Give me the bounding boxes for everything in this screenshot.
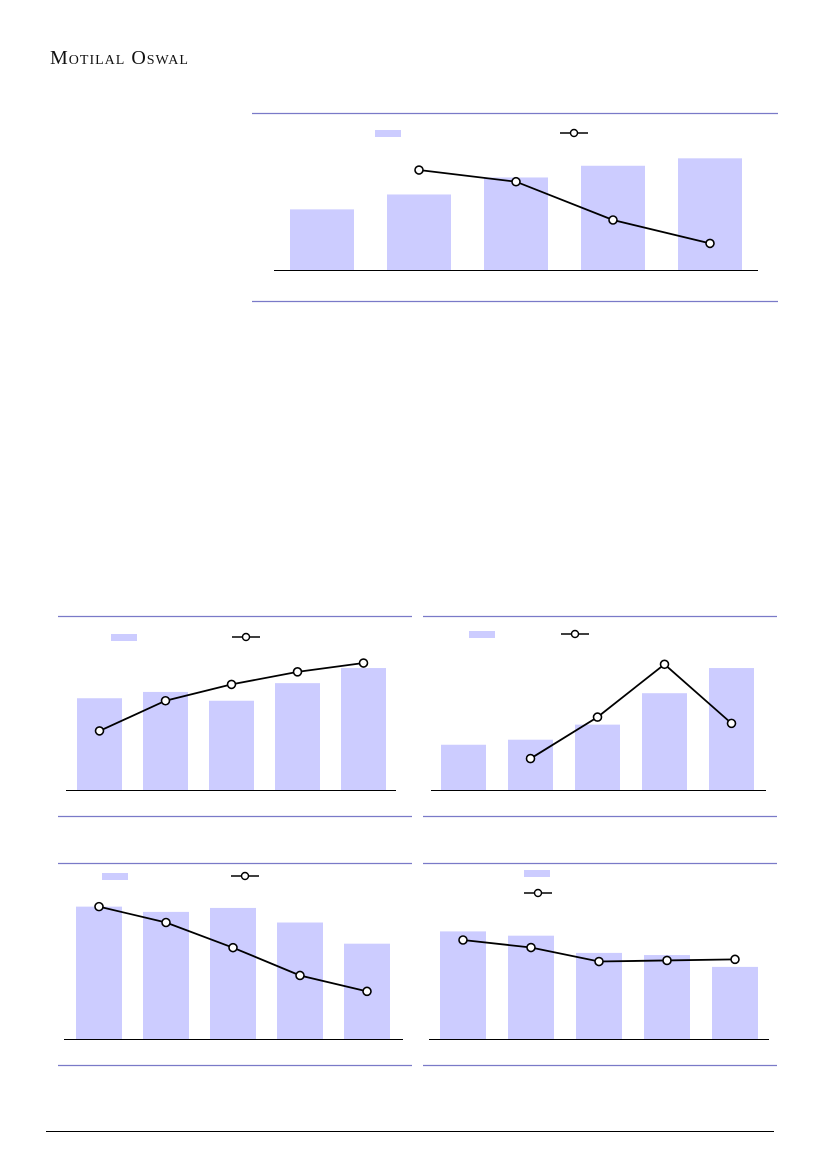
bar-4 — [678, 158, 742, 270]
chart-middle-right — [423, 615, 777, 818]
legend-bar-swatch — [524, 870, 550, 877]
line-point-2 — [511, 176, 521, 187]
bar-1 — [387, 194, 451, 270]
legend-bar-swatch — [102, 873, 128, 880]
bar-0 — [441, 744, 486, 790]
line-point-3 — [659, 659, 670, 670]
bar-3 — [642, 693, 687, 790]
bar-0 — [76, 906, 122, 1039]
legend-line-marker — [570, 629, 580, 639]
bar-2 — [576, 952, 622, 1039]
bar-2 — [210, 907, 256, 1039]
chart-middle-left — [58, 615, 412, 818]
bar-0 — [77, 698, 122, 790]
line-point-3 — [608, 215, 618, 225]
line-point-3 — [292, 667, 303, 677]
line-point-2 — [228, 942, 238, 953]
legend-line-marker — [569, 128, 579, 138]
bar-0 — [440, 931, 486, 1039]
legend-bar-swatch — [375, 130, 401, 137]
bar-4 — [712, 966, 758, 1039]
line-point-1 — [525, 753, 536, 764]
line-point-4 — [362, 986, 372, 997]
chart-middle-left-svg — [58, 615, 412, 818]
bar-4 — [709, 668, 754, 790]
bar-1 — [143, 691, 188, 790]
line-point-3 — [295, 970, 305, 981]
chart-middle-right-svg — [423, 615, 777, 818]
line-point-0 — [94, 901, 104, 912]
line-point-1 — [161, 917, 171, 928]
bar-1 — [508, 935, 554, 1039]
line-point-1 — [526, 942, 536, 953]
bar-1 — [508, 739, 553, 790]
bar-2 — [484, 177, 548, 270]
bar-3 — [277, 922, 323, 1039]
legend-line-marker — [240, 871, 250, 881]
line-point-2 — [592, 712, 603, 722]
bar-3 — [275, 683, 320, 790]
series-line — [418, 169, 711, 245]
chart-bottom-left — [58, 862, 412, 1067]
line-point-1 — [414, 165, 424, 175]
line-point-0 — [94, 726, 105, 736]
legend-bar-swatch — [469, 631, 495, 638]
line-point-4 — [730, 954, 740, 965]
chart-top — [252, 112, 778, 303]
legend-bar-swatch — [111, 634, 137, 641]
bar-4 — [341, 668, 386, 790]
bar-2 — [209, 700, 254, 790]
legend-line-marker — [241, 632, 251, 642]
line-point-4 — [358, 658, 369, 668]
legend-line-marker — [533, 888, 543, 898]
bar-1 — [143, 911, 189, 1039]
footer-rule — [46, 1131, 774, 1132]
line-point-1 — [160, 695, 171, 706]
series-line — [530, 663, 733, 760]
line-point-2 — [226, 679, 237, 690]
line-point-4 — [726, 718, 737, 729]
bar-2 — [575, 724, 620, 790]
line-point-2 — [594, 956, 604, 967]
bar-3 — [644, 955, 690, 1039]
line-point-4 — [705, 238, 715, 249]
bar-0 — [290, 209, 354, 270]
line-point-3 — [662, 955, 672, 966]
chart-bottom-right — [423, 862, 777, 1067]
chart-bottom-left-svg — [58, 862, 412, 1067]
chart-top-svg — [252, 112, 778, 303]
brand-logo: Motilal Oswal — [50, 47, 189, 69]
chart-bottom-right-svg — [423, 862, 777, 1067]
line-point-0 — [458, 935, 468, 945]
